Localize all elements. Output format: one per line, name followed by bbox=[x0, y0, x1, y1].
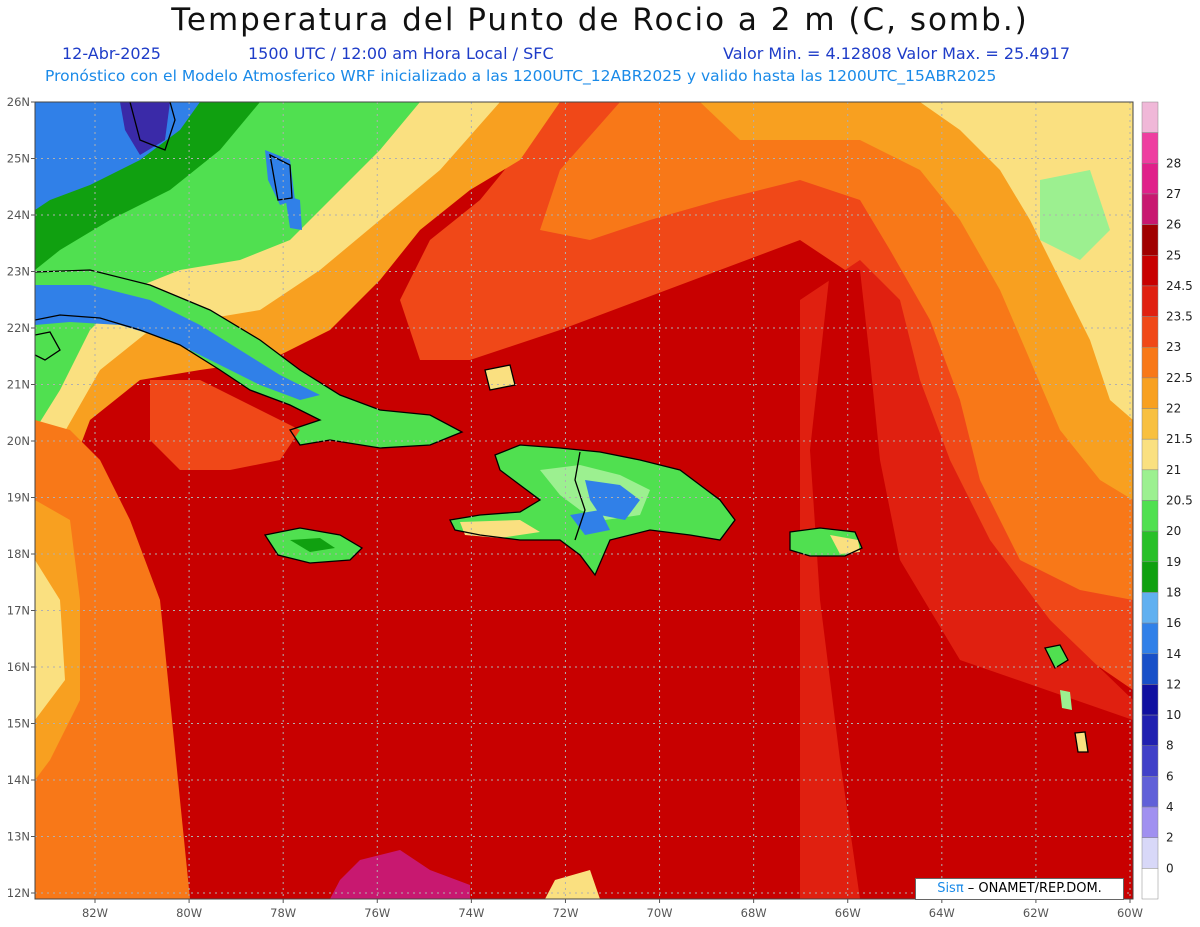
colorbar-swatch bbox=[1141, 193, 1159, 225]
lon-tick-label: 60W bbox=[1117, 906, 1143, 920]
colorbar-label: 8 bbox=[1166, 739, 1174, 753]
colorbar-swatch bbox=[1141, 530, 1159, 563]
lat-tick-label: 16N bbox=[7, 660, 30, 674]
lat-tick-label: 25N bbox=[7, 152, 30, 166]
colorbar-label: 20.5 bbox=[1166, 494, 1193, 508]
lon-tick-label: 76W bbox=[364, 906, 390, 920]
colorbar-swatch bbox=[1141, 868, 1159, 900]
colorbar-swatch bbox=[1141, 469, 1159, 501]
lon-tick-label: 72W bbox=[552, 906, 578, 920]
lon-tick-label: 74W bbox=[458, 906, 484, 920]
lon-tick-label: 70W bbox=[647, 906, 673, 920]
colorbar-label: 4 bbox=[1166, 800, 1174, 814]
colorbar-swatch bbox=[1141, 592, 1159, 624]
sispi-logo: Sisπ bbox=[937, 881, 964, 896]
lon-tick-label: 82W bbox=[82, 906, 108, 920]
lat-tick-label: 20N bbox=[7, 434, 30, 448]
lat-tick-label: 14N bbox=[7, 773, 30, 787]
colorbar-swatch bbox=[1141, 622, 1159, 655]
colorbar-label: 23 bbox=[1166, 340, 1181, 354]
colorbar-label: 21 bbox=[1166, 463, 1181, 477]
forecast-time: 1500 UTC / 12:00 am Hora Local / SFC bbox=[248, 44, 554, 63]
colorbar-label: 19 bbox=[1166, 555, 1181, 569]
colorbar-label: 24.5 bbox=[1166, 279, 1193, 293]
colorbar-label: 22 bbox=[1166, 402, 1181, 416]
lon-tick-label: 68W bbox=[741, 906, 767, 920]
lat-tick-label: 17N bbox=[7, 604, 30, 618]
lon-tick-label: 66W bbox=[835, 906, 861, 920]
colorbar-swatch bbox=[1141, 408, 1159, 440]
credit-box: Sisπ – ONAMET/REP.DOM. bbox=[915, 878, 1124, 900]
colorbar-label: 20 bbox=[1166, 524, 1181, 538]
colorbar-swatch bbox=[1141, 101, 1159, 133]
colorbar-label: 18 bbox=[1166, 585, 1181, 599]
lat-tick-label: 23N bbox=[7, 265, 30, 279]
forecast-date: 12-Abr-2025 bbox=[62, 44, 161, 63]
colorbar-swatch bbox=[1141, 377, 1159, 409]
colorbar-swatch bbox=[1141, 745, 1159, 777]
colorbar-label: 22.5 bbox=[1166, 371, 1193, 385]
colorbar-swatch bbox=[1141, 255, 1159, 287]
colorbar: 2827262524.523.52322.52221.52120.5201918… bbox=[1141, 101, 1193, 900]
colorbar-swatch bbox=[1141, 132, 1159, 164]
lon-tick-label: 78W bbox=[270, 906, 296, 920]
lon-tick-label: 64W bbox=[929, 906, 955, 920]
colorbar-label: 12 bbox=[1166, 677, 1181, 691]
map-title: Temperatura del Punto de Rocio a 2 m (C,… bbox=[171, 2, 1029, 38]
colorbar-swatch bbox=[1141, 500, 1159, 532]
colorbar-swatch bbox=[1141, 684, 1159, 716]
colorbar-label: 25 bbox=[1166, 248, 1181, 262]
colorbar-swatch bbox=[1141, 224, 1159, 256]
lat-tick-label: 21N bbox=[7, 378, 30, 392]
colorbar-label: 27 bbox=[1166, 187, 1181, 201]
colorbar-swatch bbox=[1141, 285, 1159, 317]
colorbar-swatch bbox=[1141, 346, 1159, 379]
lon-tick-label: 62W bbox=[1023, 906, 1049, 920]
colorbar-swatch bbox=[1141, 316, 1159, 348]
colorbar-label: 2 bbox=[1166, 831, 1174, 845]
colorbar-swatch bbox=[1141, 561, 1159, 593]
model-info: Pronóstico con el Modelo Atmosferico WRF… bbox=[45, 67, 997, 85]
lat-tick-label: 15N bbox=[7, 717, 30, 731]
lat-tick-label: 22N bbox=[7, 321, 30, 335]
colorbar-swatch bbox=[1141, 163, 1159, 195]
colorbar-swatch bbox=[1141, 714, 1159, 746]
colorbar-swatch bbox=[1141, 837, 1159, 869]
lat-tick-label: 12N bbox=[7, 886, 30, 900]
colorbar-swatch bbox=[1141, 653, 1159, 685]
lat-tick-label: 24N bbox=[7, 208, 30, 222]
colorbar-label: 28 bbox=[1166, 156, 1181, 170]
colorbar-label: 21.5 bbox=[1166, 432, 1193, 446]
colorbar-label: 26 bbox=[1166, 218, 1181, 232]
lat-tick-label: 26N bbox=[7, 95, 30, 109]
colorbar-swatch bbox=[1141, 806, 1159, 838]
lon-tick-label: 80W bbox=[176, 906, 202, 920]
lat-tick-label: 13N bbox=[7, 830, 30, 844]
colorbar-label: 0 bbox=[1166, 861, 1174, 875]
latitude-axis: 26N 25N 24N 23N 22N 21N 20N 19N 18N 17N 16N 15N 14N 1… bbox=[7, 95, 35, 900]
colorbar-label: 16 bbox=[1166, 616, 1181, 630]
longitude-axis: 82W 80W 78W 76W 74W 72W 70W 68W 66W 64W 62W 60W bbox=[82, 899, 1143, 920]
map-field bbox=[35, 102, 1133, 899]
colorbar-swatch bbox=[1141, 776, 1159, 808]
min-max-values: Valor Min. = 4.12808 Valor Max. = 25.491… bbox=[723, 44, 1071, 63]
colorbar-label: 6 bbox=[1166, 769, 1174, 783]
credit-text: – ONAMET/REP.DOM. bbox=[963, 881, 1102, 896]
colorbar-label: 10 bbox=[1166, 708, 1181, 722]
colorbar-label: 14 bbox=[1166, 647, 1181, 661]
colorbar-label: 23.5 bbox=[1166, 310, 1193, 324]
lat-tick-label: 19N bbox=[7, 491, 30, 505]
colorbar-swatch bbox=[1141, 438, 1159, 471]
lat-tick-label: 18N bbox=[7, 547, 30, 561]
